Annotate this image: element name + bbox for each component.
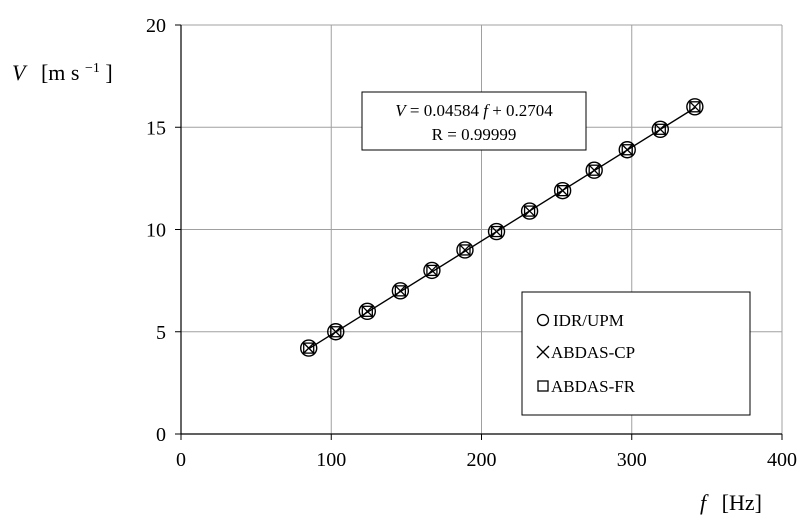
data-point-square [689,101,701,113]
data-point-square [588,164,600,176]
y-axis-label: V [m s −1 ] [12,52,113,85]
data-point-circle [520,202,539,220]
legend-item-idr-upm: IDR/UPM [536,311,624,330]
data-point-square [303,342,315,354]
x-tick-label: 100 [316,449,346,471]
y-tick-label: 0 [156,424,166,446]
data-point-circle [651,120,669,138]
data-point-circle [585,161,603,179]
x-tick-labels: 0 100 200 300 400 [176,449,797,471]
fit-equation-tail: + 0.2704 [492,101,553,120]
fit-equation-lhs: V [395,101,408,120]
x-axis-label: f [Hz] [700,490,762,515]
legend-label-idr-upm: IDR/UPM [553,311,624,330]
x-axis-label-var: f [700,490,709,515]
data-point-x [360,304,374,318]
data-point-square [523,205,536,217]
data-point-x [653,122,667,136]
y-axis-label-unit-close: ] [105,60,112,85]
y-axis-label-unit-sup: −1 [85,61,100,76]
fit-equation-var: f [483,101,490,120]
legend-x-icon [536,345,550,359]
fit-equation-mid: = 0.04584 [410,101,480,120]
y-tick-label: 20 [146,15,166,37]
data-point-x [393,284,407,298]
x-tick-label: 200 [467,449,497,471]
data-point-circle [618,141,636,159]
data-point-x [490,225,503,239]
data-point-x [587,163,601,177]
data-point-circle [300,339,318,357]
y-tick-label: 10 [146,220,166,242]
fit-r-value: R = 0.99999 [432,125,517,144]
y-axis-label-unit: [m s [41,60,80,85]
data-point-circle [686,98,704,116]
x-axis-label-unit: [Hz] [722,490,762,515]
y-tick-label: 5 [156,322,166,344]
data-point-x [329,325,343,339]
data-point-square [490,225,503,238]
y-axis-label-var: V [12,60,28,85]
data-point-square [459,244,471,256]
data-point-square [394,285,407,297]
x-tick-label: 300 [617,449,647,471]
data-point-square [361,305,373,317]
fit-annotation: V = 0.04584 f + 0.2704 R = 0.99999 [361,91,587,151]
legend-square-icon [537,380,549,392]
data-point-circle [553,181,572,200]
x-tick-label: 400 [767,449,797,471]
y-tick-labels: 0 5 10 15 20 [146,15,166,446]
data-point-x [523,204,537,218]
data-point-circle [358,302,377,320]
fit-annotation-box [361,91,587,151]
data-point-x [302,341,316,355]
legend-item-abdas-cp: ABDAS-CP [536,343,635,362]
data-point-x [458,243,472,257]
data-point-circle [327,323,345,341]
data-point-square [621,144,633,156]
fit-equation: V = 0.04584 f + 0.2704 [395,101,553,120]
x-tick-label: 0 [176,449,186,471]
y-tick-label: 15 [146,117,166,139]
data-point-circle [391,282,410,300]
legend: IDR/UPM ABDAS-CP ABDAS-FR [521,291,751,416]
legend-label-abdas-cp: ABDAS-CP [551,343,635,362]
legend-circle-icon [536,313,550,327]
data-markers [300,98,704,357]
legend-item-abdas-fr: ABDAS-FR [537,377,636,396]
legend-label-abdas-fr: ABDAS-FR [551,377,636,396]
data-point-square [330,326,342,338]
data-point-circle [456,241,474,259]
data-point-x [620,143,634,157]
data-point-x [556,184,570,198]
data-point-circle [423,261,441,280]
data-point-x [688,100,702,114]
data-point-x [425,263,439,277]
axes [175,24,783,440]
data-point-square [426,264,438,277]
legend-box [521,291,751,416]
data-point-square [654,123,666,135]
data-point-square [556,184,569,197]
data-point-circle [487,222,506,241]
